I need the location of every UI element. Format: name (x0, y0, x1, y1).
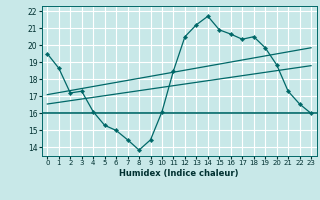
X-axis label: Humidex (Indice chaleur): Humidex (Indice chaleur) (119, 169, 239, 178)
